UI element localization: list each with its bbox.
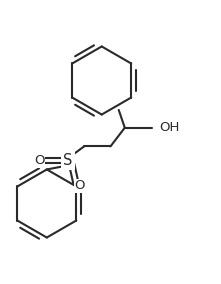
Text: O: O — [74, 179, 85, 193]
Text: S: S — [63, 153, 72, 168]
Text: OH: OH — [159, 121, 179, 134]
Text: O: O — [34, 154, 44, 167]
